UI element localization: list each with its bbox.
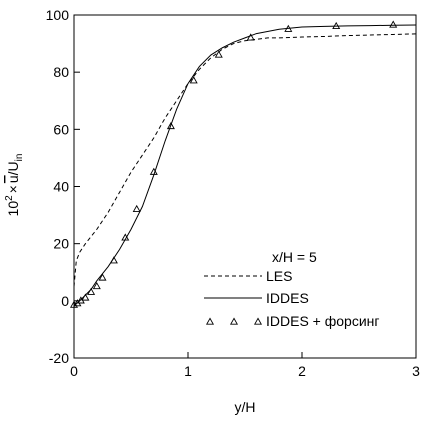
data-point-triangle: [246, 33, 255, 41]
series-line-les: [73, 33, 417, 287]
data-point-triangle: [132, 204, 141, 212]
data-point-triangle: [284, 24, 293, 32]
y-tick-label: 20: [53, 236, 69, 252]
plot-frame: [73, 14, 417, 359]
x-tick-label: 2: [298, 363, 306, 379]
legend-title: x/H = 5: [272, 249, 317, 265]
y-label-over: /U: [5, 161, 21, 175]
legend-entry-label: IDDES: [266, 290, 309, 306]
legend-symbol-triangle: [205, 317, 215, 325]
data-point-triangle: [214, 50, 223, 58]
y-tick-label: 80: [53, 64, 69, 80]
data-point-triangle: [69, 300, 79, 308]
y-label-base: 10: [5, 201, 21, 217]
y-axis-label: 102 × u/Uin: [4, 154, 25, 217]
data-point-triangle: [166, 121, 175, 130]
x-axis-ticks: 0 1 2 3: [70, 352, 420, 379]
y-axis-ticks: -20 0 20 40 60 80 100: [46, 7, 80, 366]
x-tick-label: 1: [184, 363, 192, 379]
x-tick-label: 3: [412, 363, 420, 379]
x-axis-label: y/H: [235, 399, 256, 415]
y-label-u: u: [5, 175, 21, 183]
y-label-exp: 2: [4, 195, 15, 201]
series-line-iddes: [73, 24, 417, 307]
legend-entry-label: IDDES + форсинг: [266, 313, 380, 329]
legend-symbol-triangle: [253, 317, 263, 325]
y-label-sub: in: [14, 154, 25, 162]
legend-entry-label: LES: [266, 268, 292, 284]
y-tick-label: 60: [53, 121, 69, 137]
series-layer: [69, 20, 417, 308]
y-tick-label: 0: [61, 293, 69, 309]
data-point-triangle: [189, 76, 198, 84]
y-tick-label: 100: [46, 7, 70, 23]
y-label-times: ×: [5, 185, 21, 193]
x-tick-label: 0: [70, 363, 78, 379]
y-tick-label: -20: [49, 350, 69, 366]
data-point-triangle: [149, 167, 158, 175]
legend: x/H = 5 LES IDDES IDDES + форсинг: [204, 249, 380, 329]
data-point-triangle: [389, 20, 398, 28]
plot-border: [73, 14, 417, 359]
data-point-triangle: [81, 293, 90, 301]
data-point-triangle: [332, 21, 341, 30]
legend-symbol-triangle: [229, 317, 239, 325]
data-point-triangle: [109, 256, 118, 264]
data-point-triangle: [98, 273, 107, 281]
data-point-triangle: [121, 233, 130, 241]
y-tick-label: 40: [53, 179, 69, 195]
data-point-triangle: [92, 282, 101, 290]
data-point-triangle: [87, 287, 96, 295]
